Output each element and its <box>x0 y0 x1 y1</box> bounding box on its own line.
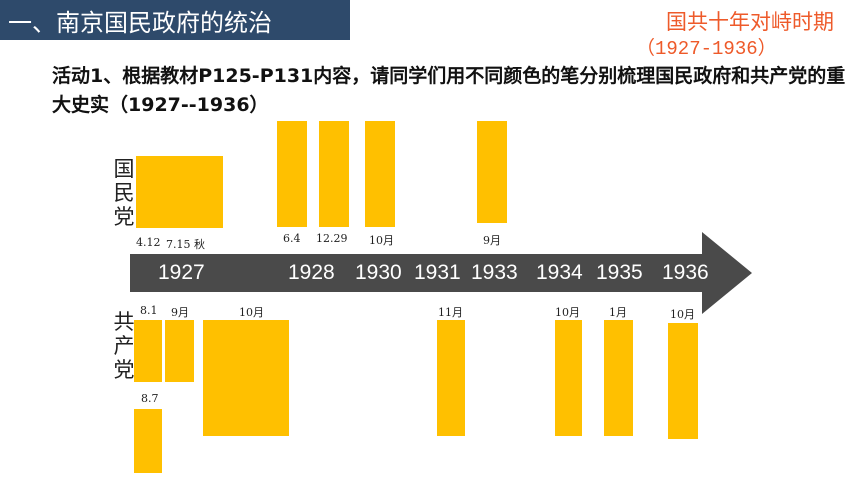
party-label-kmt: 国民党 <box>113 157 135 229</box>
cpc-event-label: 10月 <box>239 306 264 319</box>
period-title: 国共十年对峙时期 <box>666 10 834 34</box>
kmt-event-label: 9月 <box>483 234 501 247</box>
cpc-event-label: 8.1 <box>140 304 158 317</box>
cpc-event-label: 10月 <box>555 306 580 319</box>
kmt-event-label: 7.15 秋 <box>166 238 205 251</box>
cpc-event-box[interactable] <box>134 409 162 473</box>
timeline-year: 1934 <box>536 261 583 284</box>
kmt-event-label: 6.4 <box>283 232 301 245</box>
cpc-event-box[interactable] <box>555 320 582 436</box>
cpc-event-box[interactable] <box>165 320 194 382</box>
cpc-event-box[interactable] <box>134 320 162 382</box>
timeline-year: 1931 <box>414 261 461 284</box>
cpc-event-box[interactable] <box>668 323 698 439</box>
section-title: 一、南京国民政府的统治 <box>8 9 272 37</box>
kmt-event-box[interactable] <box>319 121 349 227</box>
activity-instruction: 活动1、根据教材P125-P131内容，请同学们用不同颜色的笔分别梳理国民政府和… <box>52 65 846 116</box>
cpc-event-label: 10月 <box>670 308 695 321</box>
timeline-year: 1928 <box>288 261 335 284</box>
timeline-year: 1930 <box>355 261 402 284</box>
timeline-year: 1936 <box>662 261 709 284</box>
timeline-year: 1935 <box>596 261 643 284</box>
cpc-event-label: 8.7 <box>141 392 159 405</box>
kmt-event-box[interactable] <box>136 156 223 228</box>
kmt-event-label: 10月 <box>369 234 394 247</box>
kmt-event-label: 12.29 <box>316 232 348 245</box>
timeline-year: 1927 <box>158 261 205 284</box>
cpc-event-label: 11月 <box>438 306 463 319</box>
cpc-event-label: 9月 <box>171 306 189 319</box>
kmt-event-box[interactable] <box>365 121 395 227</box>
cpc-event-box[interactable] <box>203 320 289 436</box>
timeline-arrow <box>130 232 752 314</box>
kmt-event-box[interactable] <box>277 121 307 227</box>
section-title-bar: 一、南京国民政府的统治 <box>0 0 350 40</box>
party-label-cpc: 共产党 <box>113 310 135 382</box>
cpc-event-box[interactable] <box>604 320 633 436</box>
period-range: （1927-1936） <box>636 38 777 60</box>
cpc-event-box[interactable] <box>437 320 465 436</box>
timeline-year: 1933 <box>471 261 518 284</box>
cpc-event-label: 1月 <box>609 306 627 319</box>
kmt-event-box[interactable] <box>477 121 507 223</box>
kmt-event-label: 4.12 <box>136 236 161 249</box>
